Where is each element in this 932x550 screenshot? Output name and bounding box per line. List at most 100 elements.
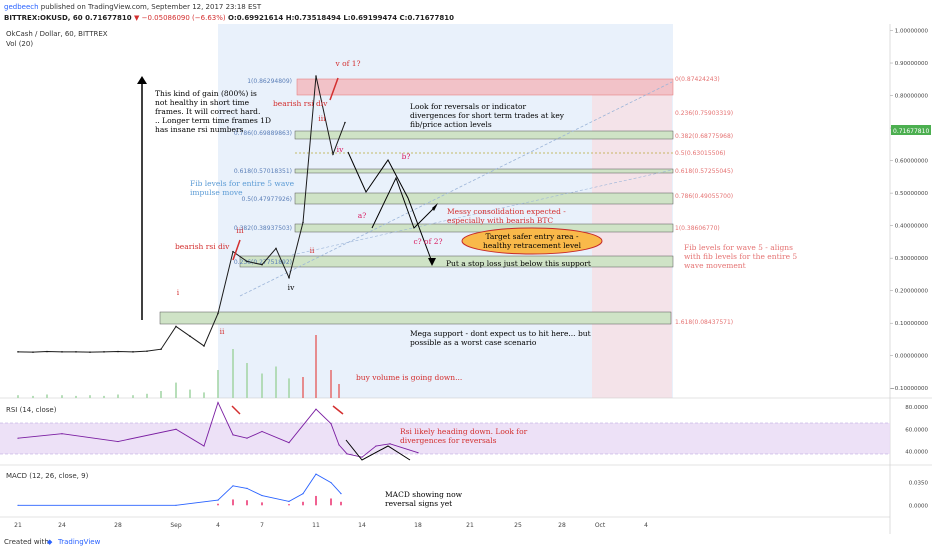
fib-levels-right: 0(0.87424243) 0.236(0.75903319) 0.382(0.68…: [675, 76, 733, 326]
volume-bar: [315, 335, 317, 398]
macd-series: [17, 473, 342, 506]
vol-label: Vol (20): [6, 40, 33, 48]
last-price-tag: [891, 125, 931, 135]
price-point: [332, 153, 334, 155]
macd-tick-label: 0.0000: [909, 503, 929, 509]
fib-zone-mega-support: [159, 311, 672, 325]
rsi-band: [0, 423, 890, 454]
macd-histogram-bar: [302, 501, 304, 506]
price-divergence-mark: [329, 77, 339, 101]
fib-zone-top-red: [296, 78, 674, 96]
time-tick-label: 4: [644, 522, 648, 529]
fib-entire-note: Fib levels for entire 5 wave impulse move: [190, 179, 295, 197]
publish-text: published on TradingView.com, September …: [40, 3, 262, 11]
wave-label: ii: [220, 327, 225, 336]
price-point: [302, 221, 304, 224]
annotations: This kind of gain (800%) is not healthy i…: [155, 59, 797, 508]
macd-histogram-bar: [315, 495, 317, 506]
fib-level-label-right: 0.786(0.49055700): [675, 193, 733, 200]
price-point: [288, 276, 290, 279]
volume-bar: [217, 370, 219, 398]
volume-bar: [338, 384, 340, 398]
macd-histogram-bar: [232, 499, 234, 506]
price-point: [175, 325, 177, 328]
target-note: Target safer entry area -healthy retrace…: [483, 232, 582, 250]
projection-arrowhead-2: [432, 203, 438, 211]
volume-bar: [246, 363, 248, 398]
price-point: [275, 247, 277, 250]
macd-point: [315, 473, 317, 475]
fib-levels-left: 1(0.86294809) 0.786(0.69889863) 0.618(0.57…: [234, 78, 292, 266]
chart-title: OkCash / Dollar, 60, BITTREX: [6, 30, 108, 38]
rsi-note: Rsi likely heading down. Look for diverge…: [400, 427, 528, 445]
macd-point: [246, 487, 248, 489]
macd-label: MACD (12, 26, close, 9): [6, 472, 89, 480]
target-ellipse: [461, 227, 603, 255]
bearish-div-note-1: bearish rsi div: [175, 242, 230, 251]
price-tick-label: 0.00000000: [895, 354, 929, 360]
rsi-point: [246, 437, 248, 439]
price-point: [46, 350, 48, 353]
price-series: [17, 75, 346, 353]
chart-canvas[interactable]: OkCash / Dollar, 60, BITTREX Vol (20) 1(…: [0, 0, 932, 534]
rsi-point: [338, 444, 340, 446]
price-divergence-mark: [232, 239, 241, 261]
wave-label: i: [177, 288, 180, 297]
macd-point: [288, 500, 290, 502]
volume-bar: [302, 377, 304, 398]
author-link[interactable]: gedbeech: [4, 3, 39, 11]
price-tick-label: 0.60000000: [895, 159, 929, 165]
macd-histogram-bar: [261, 502, 263, 506]
macd-histogram-bar: [288, 504, 290, 506]
macd-point: [17, 504, 19, 506]
fib-level-label-right: 0.618(0.57255045): [675, 168, 733, 175]
fib-level-label-left: 0.618(0.57018351): [234, 168, 292, 175]
fib-level-label-left: 1(0.86294809): [247, 78, 292, 85]
volume-bar: [288, 378, 290, 398]
macd-point: [261, 494, 263, 497]
volume-bar: [232, 349, 234, 398]
fib-zone-0-786: [294, 192, 674, 205]
price-point: [160, 348, 162, 351]
price-point: [189, 335, 191, 338]
rsi-point: [17, 437, 19, 439]
macd-point: [330, 481, 332, 484]
symbol-label[interactable]: BITTREX:OKUSD, 60: [4, 14, 83, 22]
price-point: [261, 263, 263, 266]
volume-bar: [203, 392, 205, 398]
rsi-divergence-mark: [231, 405, 241, 415]
volume-bar: [17, 395, 19, 398]
fib-level-label-left: 0.382(0.38937503): [234, 225, 292, 232]
fib-level-label-right: 0.5(0.63015506): [675, 150, 726, 157]
rsi-point: [361, 456, 363, 458]
rsi-point: [330, 423, 332, 425]
price-axis: 1.000000000.900000000.800000000.70000000…: [890, 29, 929, 509]
rsi-line: [17, 401, 419, 458]
footer: Created with ◆ TradingView: [0, 534, 932, 550]
time-tick-label: 14: [358, 522, 366, 529]
volume-bar: [146, 393, 148, 398]
time-tick-label: 7: [260, 522, 264, 529]
volume-bars: [17, 335, 340, 398]
macd-tick-label: 0.0350: [909, 481, 929, 487]
volume-bar: [175, 382, 177, 398]
price-tick-label: 0.40000000: [895, 224, 929, 230]
rsi-point: [315, 408, 317, 410]
publish-info: gedbeech published on TradingView.com, S…: [4, 3, 261, 11]
price-point: [246, 260, 248, 263]
macd-histogram-bar: [217, 503, 219, 506]
rsi-point: [346, 453, 348, 455]
rsi-point: [61, 433, 63, 435]
rsi-point: [417, 452, 419, 454]
macd-point: [232, 485, 234, 487]
time-tick-label: 11: [312, 522, 320, 529]
projection-path-2: [371, 176, 437, 229]
fib-level-label-right: 0.382(0.68775968): [675, 133, 733, 140]
rsi-divergence-mark: [332, 405, 344, 415]
brand-text[interactable]: TradingView: [58, 538, 101, 546]
volume-bar: [189, 389, 191, 398]
wave-label: iv: [288, 283, 295, 292]
fib-level-label-right: 1(0.38606770): [675, 225, 720, 232]
volume-bar: [61, 395, 63, 398]
time-tick-label: 28: [558, 522, 566, 529]
